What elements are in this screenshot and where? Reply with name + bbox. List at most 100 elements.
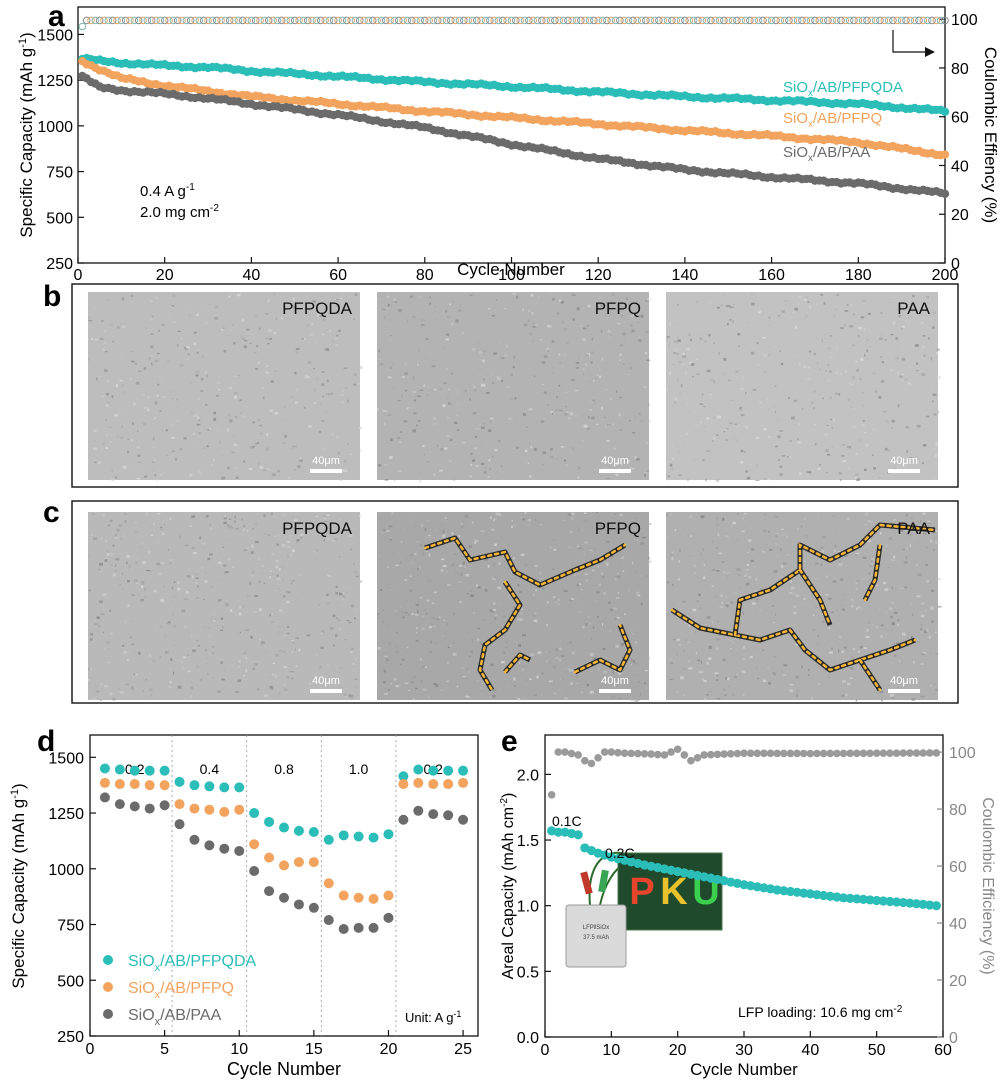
sem-texture-grain bbox=[870, 689, 872, 692]
sem-texture-grain bbox=[397, 566, 399, 569]
capacity-point bbox=[925, 900, 935, 910]
sem-texture-grain bbox=[286, 550, 290, 553]
sem-texture-grain bbox=[388, 689, 390, 691]
sem-texture-grain bbox=[170, 658, 173, 661]
sem-texture-grain bbox=[217, 599, 222, 602]
sem-texture-grain bbox=[114, 570, 117, 572]
sem-texture-grain bbox=[143, 690, 145, 692]
sem-texture-grain bbox=[635, 641, 637, 644]
ce-point bbox=[473, 16, 481, 25]
sem-texture-grain bbox=[228, 525, 232, 529]
sem-texture-grain bbox=[576, 413, 580, 417]
sem-texture-grain bbox=[834, 661, 836, 663]
sem-texture-grain bbox=[617, 364, 620, 366]
sem-texture-grain bbox=[213, 411, 217, 415]
sem-texture-grain bbox=[590, 351, 594, 354]
sem-texture-grain bbox=[902, 305, 904, 309]
sem-texture-grain bbox=[772, 345, 777, 347]
sem-texture-grain bbox=[806, 358, 808, 360]
sem-texture-grain bbox=[814, 367, 817, 370]
sem-texture-grain bbox=[285, 299, 288, 301]
sem-texture-grain bbox=[88, 358, 90, 361]
sem-texture-grain bbox=[736, 673, 738, 676]
sem-texture-grain bbox=[798, 362, 802, 366]
sem-texture-grain bbox=[390, 595, 392, 599]
sem-texture-grain bbox=[745, 582, 750, 586]
sem-texture-grain bbox=[901, 357, 906, 361]
sem-texture-grain bbox=[103, 369, 108, 372]
sem-texture-grain bbox=[335, 591, 339, 595]
sem-texture-grain bbox=[255, 442, 258, 446]
sem-texture-grain bbox=[830, 446, 834, 449]
point-pfpqda bbox=[99, 763, 110, 774]
sem-texture-grain bbox=[282, 651, 286, 653]
sem-texture-grain bbox=[619, 513, 623, 517]
sem-texture-grain bbox=[483, 586, 485, 588]
sem-texture-grain bbox=[217, 561, 222, 564]
sem-texture-grain bbox=[549, 546, 552, 549]
sem-texture-grain bbox=[420, 658, 422, 662]
sem-texture-grain bbox=[899, 529, 904, 532]
sem-texture-grain bbox=[106, 636, 108, 639]
sem-texture-grain bbox=[179, 535, 181, 539]
sem-texture-grain bbox=[239, 399, 242, 402]
sem-texture-grain bbox=[446, 349, 451, 351]
sem-texture-grain bbox=[223, 669, 226, 671]
sem-texture-grain bbox=[726, 322, 729, 326]
sem-texture-grain bbox=[921, 602, 925, 605]
ce-point bbox=[854, 16, 863, 25]
ce-point bbox=[477, 16, 485, 25]
sem-texture-grain bbox=[610, 554, 614, 558]
sem-texture-grain bbox=[234, 632, 239, 634]
sem-texture-grain bbox=[354, 293, 358, 296]
sem-texture-grain bbox=[539, 339, 543, 341]
sem-texture-grain bbox=[116, 326, 120, 329]
sem-texture-grain bbox=[916, 563, 918, 566]
sem-texture-grain bbox=[758, 310, 761, 314]
sem-texture-grain bbox=[326, 392, 330, 395]
sem-texture-grain bbox=[317, 313, 321, 317]
sem-texture-grain bbox=[623, 340, 626, 344]
sem-texture-grain bbox=[802, 408, 804, 410]
sem-texture-grain bbox=[489, 609, 493, 613]
sem-texture-grain bbox=[930, 533, 932, 535]
sem-texture-grain bbox=[417, 348, 420, 352]
sem-texture-grain bbox=[238, 660, 241, 663]
ce-point bbox=[95, 16, 104, 25]
sem-texture-grain bbox=[260, 641, 265, 645]
sem-texture-grain bbox=[570, 471, 572, 475]
ce-point bbox=[554, 748, 563, 756]
sem-texture-grain bbox=[427, 420, 432, 422]
sem-texture-grain bbox=[835, 308, 838, 311]
sem-texture-grain bbox=[567, 563, 569, 565]
sem-texture-grain bbox=[593, 380, 595, 382]
point-pfpqda bbox=[114, 764, 125, 775]
sem-texture-grain bbox=[429, 451, 434, 454]
sem-texture-grain bbox=[740, 414, 745, 417]
sem-texture-grain bbox=[147, 396, 150, 399]
point-pfpq bbox=[458, 777, 469, 788]
sem-texture-grain bbox=[490, 621, 492, 624]
sem-texture-grain bbox=[923, 630, 928, 633]
sem-texture-grain bbox=[900, 587, 904, 589]
sem-texture-grain bbox=[699, 337, 702, 340]
sem-texture-grain bbox=[884, 339, 887, 341]
sem-texture-grain bbox=[102, 322, 105, 324]
sem-texture-grain bbox=[334, 337, 338, 340]
sem-texture-grain bbox=[100, 395, 104, 398]
crack-highlight bbox=[863, 543, 882, 602]
sem-texture-grain bbox=[389, 589, 393, 591]
sem-texture-grain bbox=[479, 423, 482, 426]
sem-texture-grain bbox=[808, 350, 812, 353]
ce-point bbox=[737, 16, 746, 25]
sem-texture-grain bbox=[702, 548, 705, 552]
point-pfpq bbox=[308, 857, 319, 868]
sem-texture-grain bbox=[882, 581, 887, 585]
legend-a-pfpqda: SiOx/AB/PFPQDA bbox=[783, 79, 903, 99]
sem-texture-grain bbox=[821, 339, 824, 342]
capacity-point bbox=[845, 893, 855, 903]
sem-texture-grain bbox=[218, 388, 221, 391]
sem-texture-grain bbox=[890, 538, 892, 540]
sem-texture-grain bbox=[448, 460, 452, 462]
sem-texture-grain bbox=[858, 326, 862, 330]
